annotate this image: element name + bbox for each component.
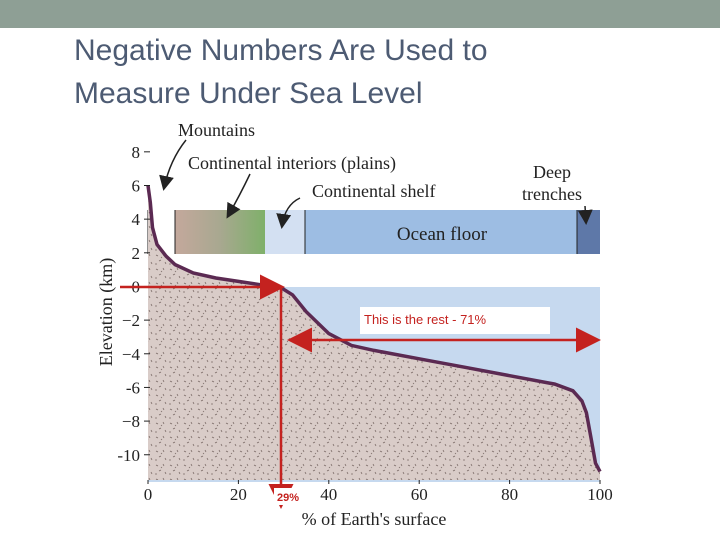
band-plains (175, 210, 265, 254)
title-line: Negative Numbers Are Used to (74, 34, 488, 67)
band-trench (577, 210, 600, 254)
band-shelf (265, 210, 305, 254)
y-axis-label: Elevation (km) (96, 258, 117, 366)
x-tick-label: 80 (501, 485, 518, 504)
annotation: Continental interiors (plains) (188, 153, 396, 174)
pointer (159, 139, 187, 191)
curve (146, 185, 602, 473)
annotation: Deep (533, 162, 571, 182)
x-axis-label: % of Earth's surface (302, 509, 447, 529)
annotation: Mountains (178, 120, 255, 140)
label-box (360, 307, 550, 334)
x-tick-label: 60 (411, 485, 428, 504)
y-tick-label: -6 (126, 378, 140, 397)
y-tick-label: 4 (132, 210, 141, 229)
header-bar (0, 0, 720, 28)
annotation: 29% (277, 492, 299, 504)
y-tick-label: -10 (117, 446, 140, 465)
pointer (276, 197, 301, 229)
x-tick-label: 0 (144, 485, 153, 504)
band-floor (305, 210, 577, 254)
x-tick-label: 20 (230, 485, 247, 504)
x-tick-label: 100 (587, 485, 613, 504)
annotation: Continental shelf (312, 181, 435, 201)
x-tick-label: 40 (320, 485, 337, 504)
slide-title: Negative Numbers Are Used to Measure Unde… (74, 34, 488, 110)
y-tick-label: −4 (122, 345, 141, 364)
title-line: Measure Under Sea Level (74, 77, 423, 110)
y-tick-label: 8 (132, 143, 141, 162)
land-area (148, 185, 600, 480)
y-tick-label: 2 (132, 244, 141, 263)
y-tick-label: −2 (122, 311, 140, 330)
y-tick-label: −8 (122, 412, 140, 431)
annotation: This is the rest - 71% (364, 312, 487, 327)
annotation: Ocean floor (397, 224, 488, 245)
pointer (577, 205, 593, 225)
pointer (226, 173, 251, 219)
label-box (274, 488, 302, 505)
y-tick-label: 6 (132, 176, 141, 195)
annotation: trenches (522, 184, 582, 204)
